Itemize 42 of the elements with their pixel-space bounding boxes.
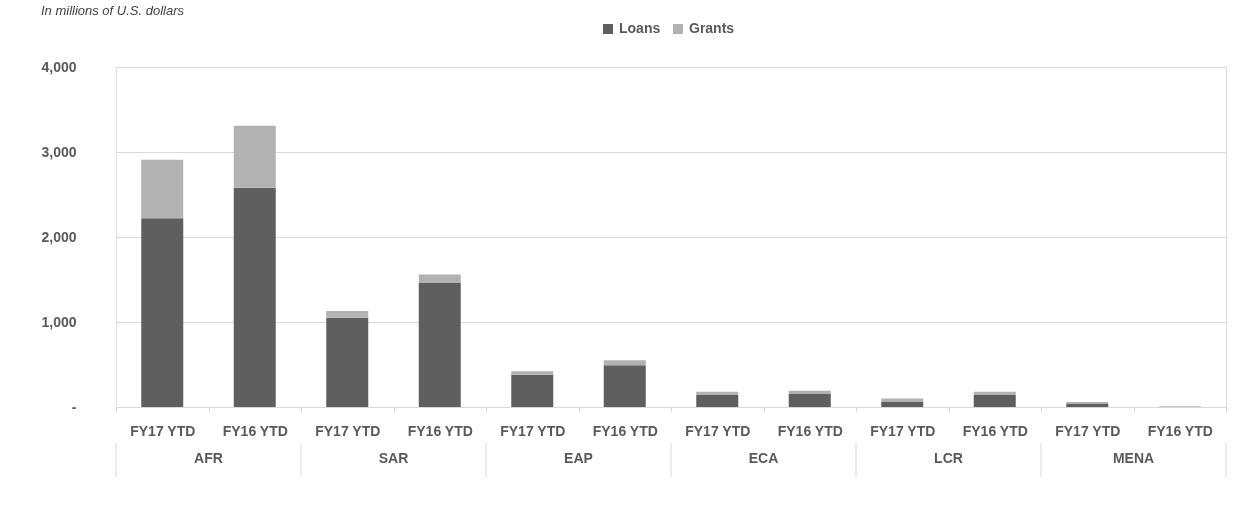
text: AFR (194, 450, 223, 466)
bar (326, 310, 369, 318)
bar (788, 393, 831, 407)
bar (233, 125, 276, 188)
x-tick-label: FY16 YTD (1147, 422, 1213, 439)
y-tick-label: - (71, 398, 77, 415)
legend-label: Grants (689, 20, 735, 36)
y-tick-label: 3,000 (41, 143, 77, 160)
x-tick-label: FY17 YTD (315, 422, 381, 439)
text: LCR (934, 450, 963, 466)
y-tick-label: 1,000 (41, 313, 77, 330)
bar (326, 317, 369, 407)
bar (603, 365, 646, 407)
x-tick-label: FY16 YTD (962, 422, 1028, 439)
text: MENA (1112, 450, 1155, 466)
text: EAP (564, 450, 593, 466)
bar (696, 395, 739, 407)
x-tick-label: FY16 YTD (592, 422, 658, 439)
bar (511, 374, 554, 407)
bar (233, 187, 276, 407)
x-tick-label: FY16 YTD (407, 422, 473, 439)
bar (603, 360, 646, 366)
bar (881, 401, 924, 407)
bar (418, 274, 461, 283)
bar (973, 395, 1016, 407)
x-tick-label: FY16 YTD (777, 422, 843, 439)
y-tick-label: 4,000 (41, 58, 77, 75)
bar (141, 218, 184, 407)
bar (418, 282, 461, 407)
bar (141, 159, 184, 219)
text: ECA (748, 450, 779, 466)
chart-subtitle: In millions of U.S. dollars (40, 3, 185, 18)
x-tick-label: FY16 YTD (222, 422, 288, 439)
legend-label: Loans (619, 20, 661, 36)
x-tick-label: FY17 YTD (500, 422, 566, 439)
y-tick-label: 2,000 (41, 228, 77, 245)
x-tick-label: FY17 YTD (130, 422, 196, 439)
x-tick-label: FY17 YTD (870, 422, 936, 439)
x-tick-label: FY17 YTD (685, 422, 751, 439)
bar (511, 371, 554, 375)
text: SAR (378, 450, 409, 466)
x-tick-label: FY17 YTD (1055, 422, 1121, 439)
